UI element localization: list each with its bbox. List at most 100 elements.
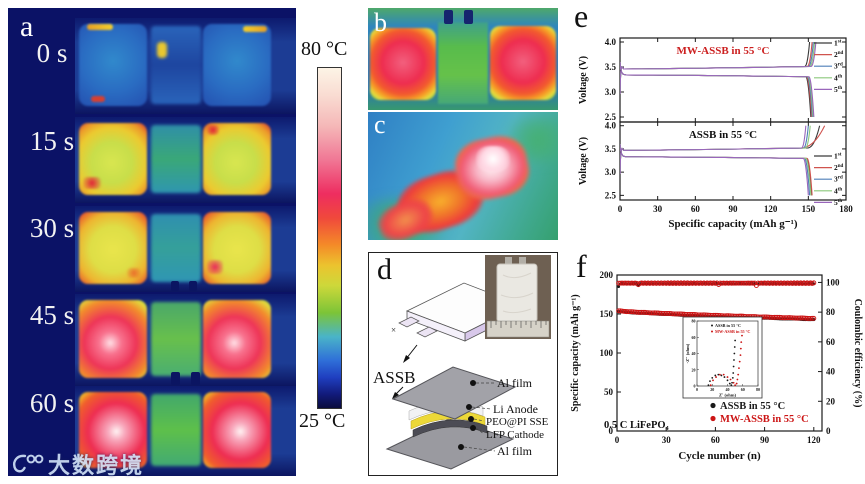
svg-text:ASSB in 55 °C: ASSB in 55 °C bbox=[689, 129, 757, 141]
leader-dot bbox=[470, 425, 476, 431]
hot-spot bbox=[91, 96, 105, 102]
cell-right-60s bbox=[203, 392, 271, 468]
svg-text:120: 120 bbox=[764, 204, 778, 214]
thermal-frame-15s bbox=[75, 117, 296, 203]
pouch-front-face bbox=[406, 310, 466, 342]
thermal-frame-30s bbox=[75, 206, 296, 292]
cell-left-45s bbox=[79, 300, 147, 378]
svg-text:Coulombic efficiency (%): Coulombic efficiency (%) bbox=[852, 299, 863, 408]
cell-tab bbox=[171, 281, 179, 291]
pouch-tab bbox=[416, 326, 438, 338]
label-peo-pi-sse: PEO@PI SSE bbox=[486, 416, 549, 428]
cell-left-60s bbox=[79, 392, 147, 468]
svg-text:3.0: 3.0 bbox=[605, 167, 617, 177]
svg-text:100: 100 bbox=[826, 277, 840, 287]
photo-tab bbox=[505, 257, 512, 266]
time-label-0s: 0 s bbox=[36, 38, 68, 68]
leader-dot bbox=[470, 380, 476, 386]
thermal-frame-0s bbox=[75, 18, 296, 114]
svg-text:20: 20 bbox=[692, 367, 696, 372]
svg-text:50: 50 bbox=[604, 387, 614, 397]
svg-text:3rd: 3rd bbox=[834, 175, 843, 184]
svg-text:40: 40 bbox=[826, 367, 836, 377]
svg-text:80: 80 bbox=[692, 319, 696, 324]
thermal-frame-60s bbox=[75, 386, 296, 476]
svg-text:30: 30 bbox=[662, 435, 672, 445]
hot-cell-right bbox=[490, 26, 556, 100]
svg-text:2.5: 2.5 bbox=[605, 190, 617, 200]
cell-left-0s bbox=[79, 24, 147, 106]
svg-text:150: 150 bbox=[600, 309, 614, 319]
cell-mid-0s bbox=[151, 26, 201, 104]
svg-text:MW-ASSB in 55 °C: MW-ASSB in 55 °C bbox=[720, 414, 809, 425]
svg-text:120: 120 bbox=[807, 435, 821, 445]
cell-tab bbox=[171, 372, 180, 385]
svg-text:MW-ASSB in 55 °C: MW-ASSB in 55 °C bbox=[677, 45, 770, 57]
panel-letter-e: e bbox=[574, 0, 589, 34]
panel-a-thermal-sequence: a bbox=[8, 8, 296, 476]
svg-text:80: 80 bbox=[756, 387, 760, 392]
svg-text:2nd: 2nd bbox=[834, 50, 844, 59]
svg-text:20: 20 bbox=[826, 396, 836, 406]
hot-spot bbox=[207, 260, 223, 274]
svg-text:Voltage (V): Voltage (V) bbox=[578, 137, 589, 185]
svg-text:20: 20 bbox=[710, 387, 714, 392]
cell-right-15s bbox=[203, 123, 271, 195]
svg-text:2nd: 2nd bbox=[834, 163, 844, 172]
hot-spot bbox=[87, 24, 113, 30]
svg-text:60: 60 bbox=[692, 335, 696, 340]
cell-mid-15s bbox=[151, 125, 201, 193]
svg-text:MW-ASSB in 55 °C: MW-ASSB in 55 °C bbox=[715, 329, 750, 334]
thermal-frame-45s bbox=[75, 294, 296, 386]
cell-right-0s bbox=[203, 24, 271, 106]
hot-highlight bbox=[476, 146, 510, 172]
arrow-head bbox=[403, 355, 410, 363]
photo-pouch-cell bbox=[496, 263, 538, 323]
time-label-60s: 60 s bbox=[29, 388, 75, 418]
leader-dot bbox=[468, 416, 474, 422]
thermal-image-strip bbox=[75, 18, 296, 476]
cell-tab bbox=[191, 372, 200, 385]
svg-text:Cycle number (n): Cycle number (n) bbox=[678, 450, 761, 462]
arrow-head bbox=[392, 392, 399, 399]
svg-text:0: 0 bbox=[618, 204, 623, 214]
svg-text:0.5 C LiFePO₄: 0.5 C LiFePO₄ bbox=[604, 420, 670, 431]
watermark-logo bbox=[12, 454, 44, 473]
watermark: 大数跨境 bbox=[10, 448, 144, 480]
panel-letter-a: a bbox=[20, 10, 34, 43]
photo-ruler bbox=[486, 320, 550, 338]
svg-text:90: 90 bbox=[729, 204, 739, 214]
svg-text:0: 0 bbox=[609, 426, 614, 436]
label-al-film-top: Al film bbox=[497, 376, 533, 390]
hot-spot bbox=[83, 177, 101, 189]
panel-letter-c: c bbox=[374, 112, 386, 139]
colorbar-gradient bbox=[317, 67, 342, 409]
colorbar-max-label: 80 °C bbox=[301, 38, 348, 60]
svg-text:ASSB in 55 °C: ASSB in 55 °C bbox=[715, 323, 741, 328]
svg-text:80: 80 bbox=[826, 307, 836, 317]
svg-text:5th: 5th bbox=[834, 198, 842, 207]
hot-spot bbox=[207, 125, 219, 135]
cell-tab bbox=[189, 281, 197, 291]
svg-text:4.0: 4.0 bbox=[605, 37, 617, 47]
pouch-tab bbox=[398, 316, 420, 328]
label-lfp-cathode: LFP Cathode bbox=[486, 429, 544, 441]
svg-text:0: 0 bbox=[694, 384, 696, 389]
svg-text:30: 30 bbox=[653, 204, 663, 214]
cell-middle-strip bbox=[438, 22, 488, 104]
svg-text:40: 40 bbox=[726, 387, 730, 392]
time-label-45s: 45 s bbox=[29, 300, 75, 330]
watermark-text: 大数跨境 bbox=[48, 453, 145, 478]
svg-text:4.0: 4.0 bbox=[605, 121, 617, 131]
ruler-ticks bbox=[490, 321, 547, 328]
svg-text:-Z″ (ohm): -Z″ (ohm) bbox=[685, 343, 690, 363]
svg-text:150: 150 bbox=[802, 204, 816, 214]
cell-tab bbox=[464, 10, 473, 24]
lfp-cathode-layer bbox=[412, 419, 488, 438]
svg-text:3.5: 3.5 bbox=[605, 144, 617, 154]
svg-text:Voltage (V): Voltage (V) bbox=[578, 56, 589, 104]
voltage-capacity-charts: 2.5 3.0 3.5 4.0 Voltage (V) MW-ASSB in 55 °C 1… bbox=[578, 37, 853, 230]
svg-text:1st: 1st bbox=[834, 39, 842, 48]
